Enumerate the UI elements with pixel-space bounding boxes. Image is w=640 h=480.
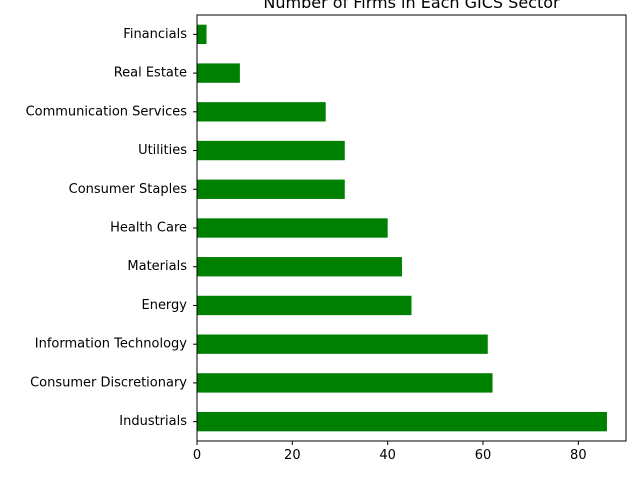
x-tick-label: 20 [284,448,301,463]
bar [197,140,345,161]
category-label: Health Care [110,221,187,236]
category-labels-group: Financials Real Estate Communication Servi… [26,27,197,429]
bar [197,63,240,83]
bar [197,373,493,393]
bar [197,257,402,277]
x-tick-label: 0 [193,448,201,463]
x-tick-label: 40 [379,448,396,463]
bar [197,334,488,354]
category-label: Industrials [119,414,187,429]
category-label: Consumer Staples [69,182,188,197]
bar [197,295,412,316]
category-label: Financials [123,27,187,42]
bars-group [197,24,607,432]
category-label: Energy [141,298,187,313]
bar [197,411,607,432]
category-label: Real Estate [114,66,187,81]
bar [197,218,388,238]
category-label: Utilities [138,143,187,158]
category-label: Information Technology [35,337,188,352]
chart-title: Number of Firms in Each GICS Sector [263,0,560,12]
x-tick-label: 60 [475,448,492,463]
category-label: Consumer Discretionary [30,375,187,390]
category-label: Communication Services [26,104,188,119]
bar [197,24,207,45]
x-tick-label: 80 [570,448,587,463]
category-label: Materials [127,259,187,274]
bar [197,102,326,122]
x-ticks-group: 0 20 40 60 80 [193,441,587,463]
plot-frame [196,14,627,442]
bar [197,179,345,199]
